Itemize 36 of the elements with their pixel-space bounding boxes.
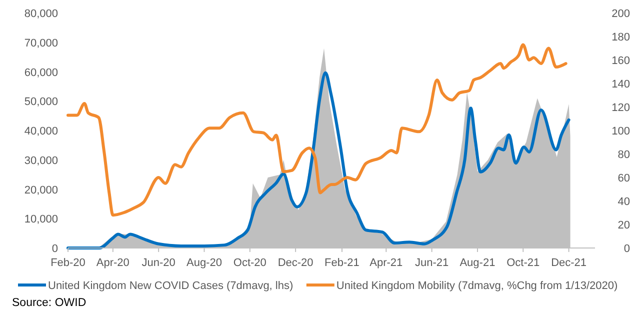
x-tick-label: Aug-20 [186,257,222,269]
source-note: Source: OWID [12,297,86,309]
x-tick-label: Apr-21 [370,257,403,269]
x-tick-label: Oct-20 [233,257,266,269]
x-tick-label: Apr-20 [96,257,130,269]
x-tick-label: Feb-20 [50,257,86,269]
x-tick-label: Jun-21 [414,257,449,269]
y-tick-label: 40,000 [24,126,58,138]
y2-tick-label: 160 [612,55,630,67]
y-tick-label: 20,000 [24,184,58,196]
x-tick-label: Feb-21 [324,257,360,269]
x-tick-label: Aug-21 [460,257,496,269]
x-tick-label: Dec-20 [278,257,314,269]
y-tick-label: 80,000 [24,8,58,20]
y-tick-label: 50,000 [24,96,58,108]
y2-tick-label: 100 [612,126,630,138]
y-tick-label: 0 [52,243,58,255]
y-tick-label: 30,000 [24,154,58,167]
legend-label: United Kingdom Mobility (7dmavg, %Chg from 1/13/2020) [336,280,618,292]
y2-tick-label: 80 [618,149,630,161]
legend-label: United Kingdom New COVID Cases (7dmavg, lhs) [48,280,294,292]
y2-tick-label: 180 [612,32,630,44]
x-tick-label: Oct-21 [506,257,540,269]
line-series [66,43,568,217]
y2-tick-label: 0 [624,243,630,255]
y-tick-label: 10,000 [24,214,58,226]
x-tick-label: Dec-21 [551,257,587,269]
y2-tick-label: 200 [612,8,630,20]
y2-tick-label: 40 [618,196,630,208]
y-tick-label: 60,000 [24,66,58,79]
y2-tick-label: 120 [612,102,630,114]
y2-tick-label: 140 [612,78,630,90]
y2-tick-label: 60 [618,172,630,184]
x-tick-label: Jun-20 [142,257,176,269]
y-tick-label: 70,000 [24,37,58,50]
y2-tick-label: 20 [618,220,630,232]
